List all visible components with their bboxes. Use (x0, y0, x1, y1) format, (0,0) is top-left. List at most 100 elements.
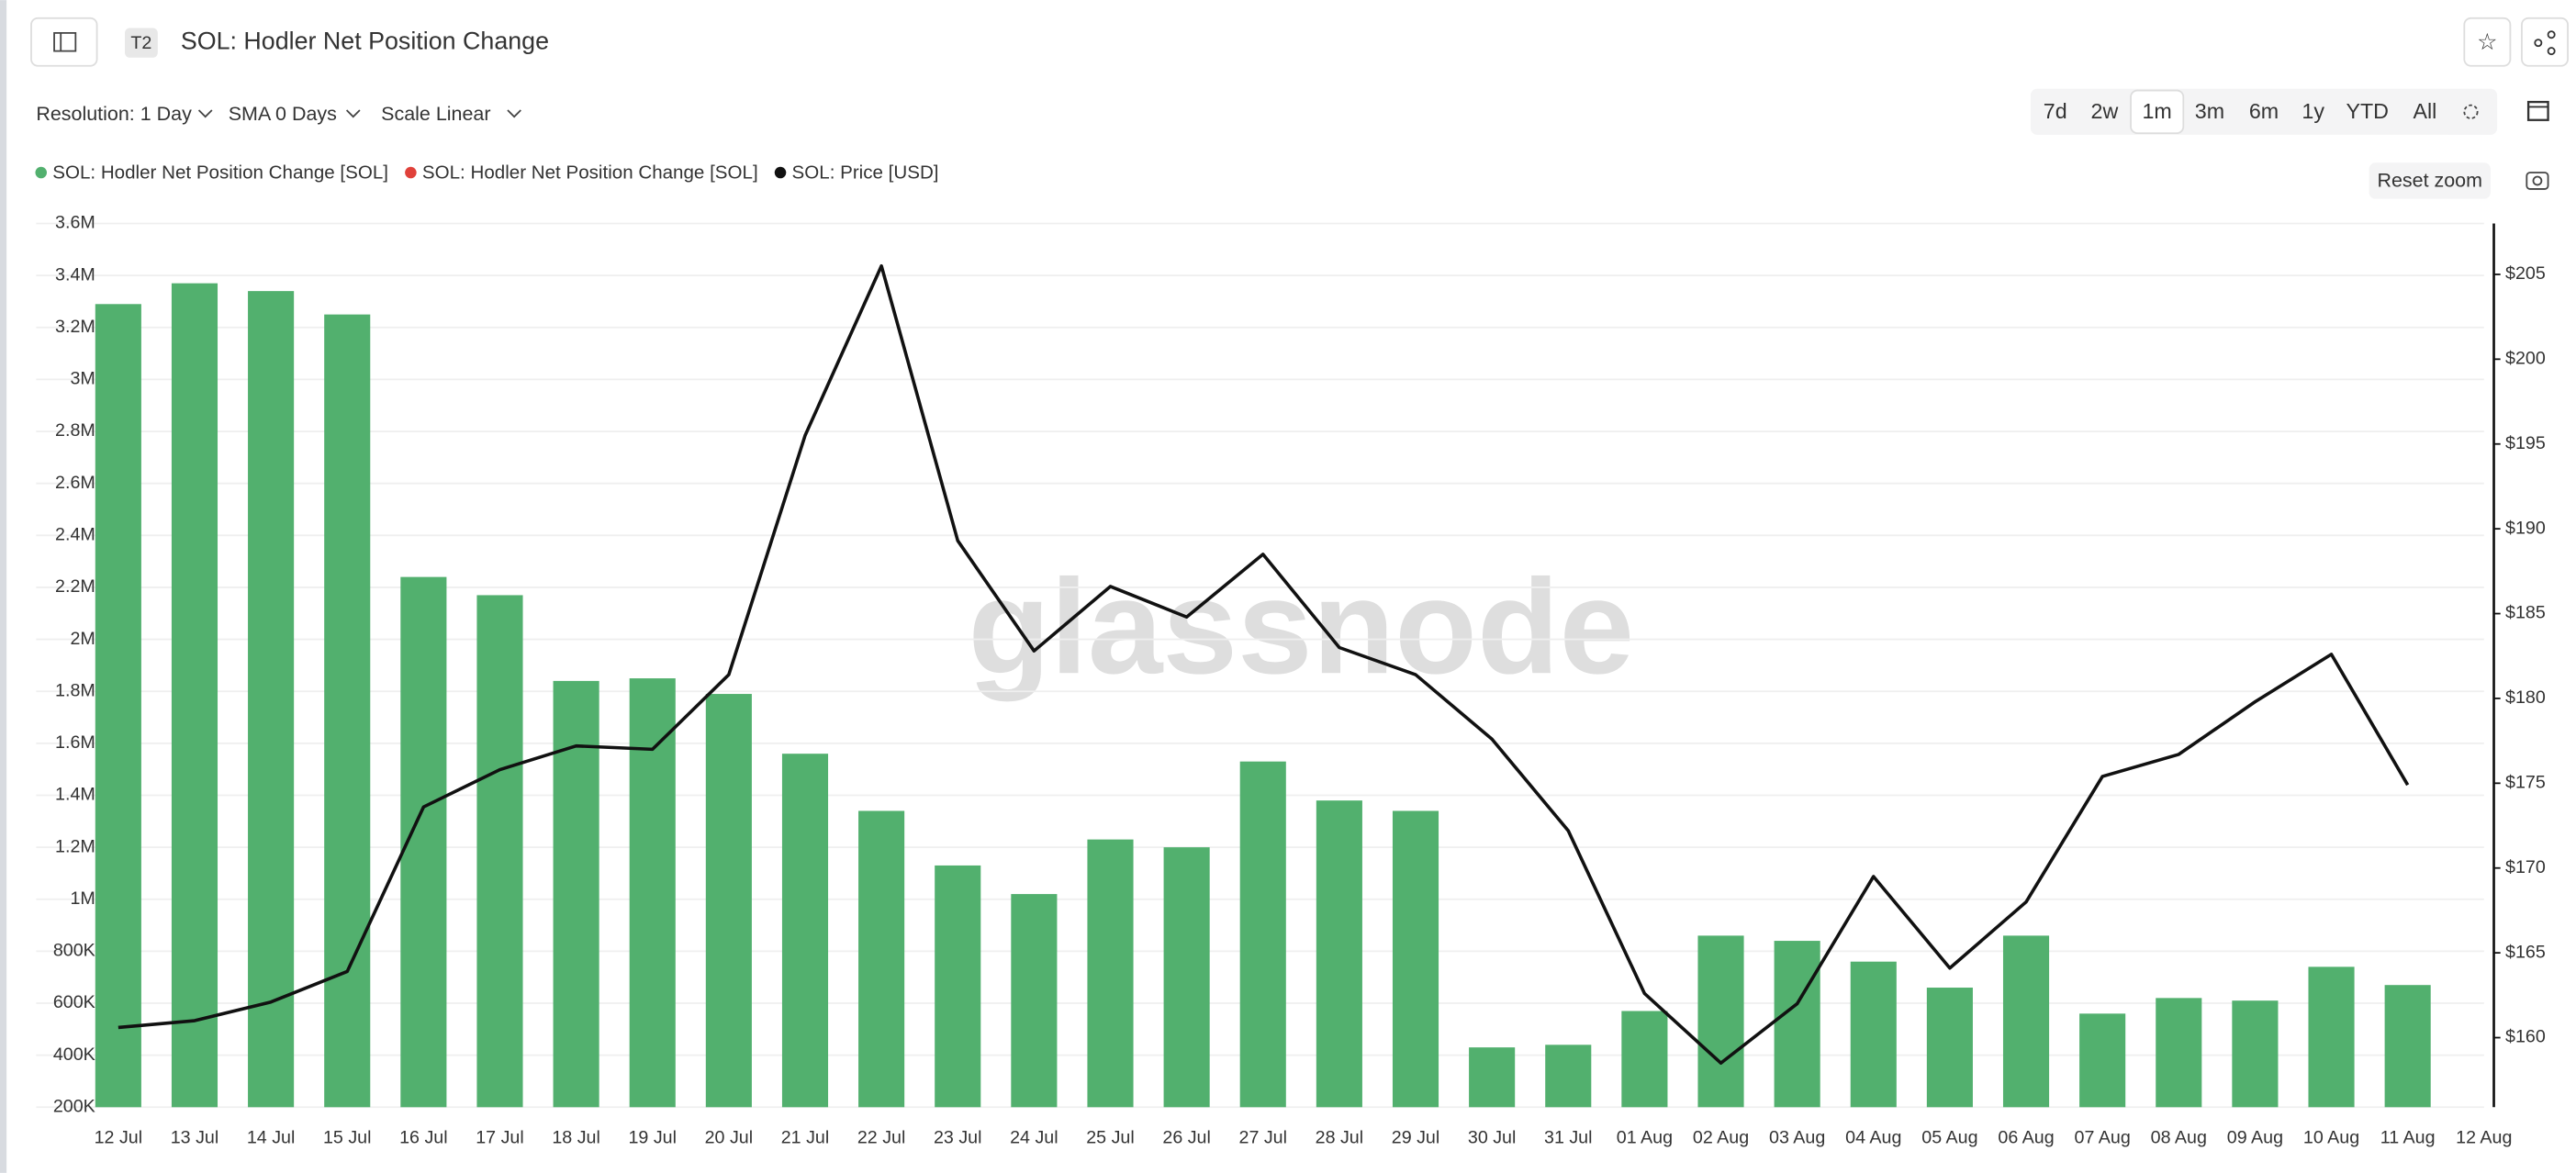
bar (2308, 966, 2355, 1108)
x-tick-label: 31 Jul (1544, 1127, 1593, 1147)
y-tick-label: 600K (53, 992, 95, 1012)
bar (1011, 894, 1058, 1108)
chevron (507, 109, 521, 118)
legend: SOL: Hodler Net Position Change [SOL] SOL… (35, 162, 939, 183)
star-icon: ☆ (2477, 29, 2497, 55)
y-tick-label: 2.4M (55, 525, 95, 545)
chevron (197, 109, 213, 118)
y2-tick-label: $190 (2505, 518, 2546, 538)
share-icon (2534, 39, 2543, 48)
y2-tick-label: $205 (2505, 263, 2546, 284)
tier-badge-bg (125, 28, 158, 58)
y2-tick-label: $165 (2505, 942, 2546, 962)
bar (858, 810, 905, 1108)
bar (1469, 1047, 1516, 1108)
x-tick-label: 16 Jul (399, 1127, 448, 1147)
y-tick-label: 1M (70, 888, 95, 909)
x-tick-label: 10 Aug (2303, 1127, 2359, 1147)
reset-zoom-button[interactable] (2369, 162, 2491, 199)
x-tick-label: 09 Aug (2227, 1127, 2283, 1147)
y-tick-label: 2M (70, 629, 95, 649)
x-tick-label: 25 Jul (1086, 1127, 1135, 1147)
bar (629, 678, 676, 1108)
bar (2232, 1000, 2279, 1108)
calendar-button[interactable] (2513, 88, 2563, 135)
bar (935, 865, 981, 1108)
x-tick-label: 17 Jul (476, 1127, 524, 1147)
x-tick-label: 30 Jul (1468, 1127, 1517, 1147)
camera-icon[interactable] (2526, 172, 2549, 190)
x-tick-label: 15 Jul (323, 1127, 372, 1147)
reset-zoom: Reset zoom (2377, 170, 2482, 192)
tier-badge: T2 (130, 33, 151, 53)
calendar-icon (2526, 100, 2549, 121)
x-tick-label: 26 Jul (1162, 1127, 1211, 1147)
range-button[interactable]: YTD (2346, 99, 2389, 123)
control-label[interactable]: Scale Linear (381, 103, 490, 125)
y-tick-label: 1.6M (55, 732, 95, 753)
range-button[interactable]: 1y (2302, 99, 2324, 123)
range-button[interactable]: 7d (2044, 99, 2067, 123)
ranges: 7d 2w 1m 3m 6m 1y YTD All (2044, 89, 2479, 134)
x-tick-label: 02 Aug (1693, 1127, 1749, 1147)
control-label[interactable]: SMA 0 Days (229, 103, 337, 125)
range-button[interactable]: 6m (2249, 99, 2279, 123)
sidebar-icon (53, 32, 77, 52)
x-tick-label: 06 Aug (1998, 1127, 2054, 1147)
x-tick-label: 23 Jul (934, 1127, 982, 1147)
favorite-button[interactable] (2463, 17, 2512, 67)
share-icon (2547, 30, 2556, 39)
legend-label[interactable]: SOL: Hodler Net Position Change [SOL] (52, 162, 388, 183)
bar (1621, 1011, 1668, 1108)
watermark: glassnode (968, 552, 1634, 702)
x-tick-label: 24 Jul (1010, 1127, 1058, 1147)
price-line (118, 263, 2410, 1066)
y2-tick-label: $195 (2505, 433, 2546, 453)
plot: 200K 400K 600K 800K 1M 1.2M 1.4M 1.6M 1.8M 2M 2.2M… (36, 213, 2546, 1147)
legend-label[interactable]: SOL: Price [USD] (792, 162, 939, 183)
controls: Resolution: 1 Day SMA 0 Days Scale Linear (36, 103, 521, 125)
bar (1774, 941, 1820, 1108)
x-tick-label: 18 Jul (552, 1127, 600, 1147)
x-tick-label: 05 Aug (1921, 1127, 1977, 1147)
bar (248, 291, 295, 1108)
x-tick-label: 08 Aug (2151, 1127, 2207, 1147)
bar (1850, 961, 1897, 1108)
legend-label[interactable]: SOL: Hodler Net Position Change [SOL] (422, 162, 758, 183)
left-edge (0, 0, 7, 1173)
y-tick-label: 3.2M (55, 317, 95, 337)
control-label[interactable]: Resolution: 1 Day (36, 103, 192, 125)
x-tick-label: 20 Jul (705, 1127, 754, 1147)
bar (1926, 988, 1973, 1108)
bar (1163, 847, 1210, 1108)
y-tick-label: 1.2M (55, 836, 95, 856)
y-tick-label: 1.8M (55, 680, 95, 700)
bar (324, 314, 371, 1108)
x-tick-label: 27 Jul (1239, 1127, 1288, 1147)
range-button[interactable]: 2w (2091, 99, 2119, 123)
y-tick-label: 400K (53, 1045, 95, 1065)
y-tick-label: 200K (53, 1096, 95, 1116)
x-tick-label: 12 Jul (95, 1127, 142, 1147)
share-button[interactable] (2521, 17, 2569, 67)
x-tick-label: 03 Aug (1769, 1127, 1825, 1147)
legend-swatch (35, 166, 48, 179)
y-tick-label: 3M (70, 369, 95, 389)
y2-tick-label: $170 (2505, 857, 2546, 877)
sidebar-toggle[interactable] (30, 17, 98, 67)
range-button[interactable]: 1m (2143, 99, 2172, 123)
range-button[interactable]: 3m (2195, 99, 2224, 123)
bar (1392, 810, 1439, 1108)
x-tick-label: 04 Aug (1845, 1127, 1901, 1147)
range-button[interactable]: All (2413, 99, 2436, 123)
chevron (345, 109, 361, 118)
bar (781, 754, 829, 1108)
x-tick-label: 19 Jul (628, 1127, 676, 1147)
x-tick-label: 07 Aug (2075, 1127, 2131, 1147)
x-tick-label: 29 Jul (1392, 1127, 1440, 1147)
bar (1545, 1045, 1592, 1108)
share-icon (2547, 47, 2556, 56)
y2-tick-label: $185 (2505, 603, 2546, 623)
x-tick-label: 28 Jul (1316, 1127, 1364, 1147)
